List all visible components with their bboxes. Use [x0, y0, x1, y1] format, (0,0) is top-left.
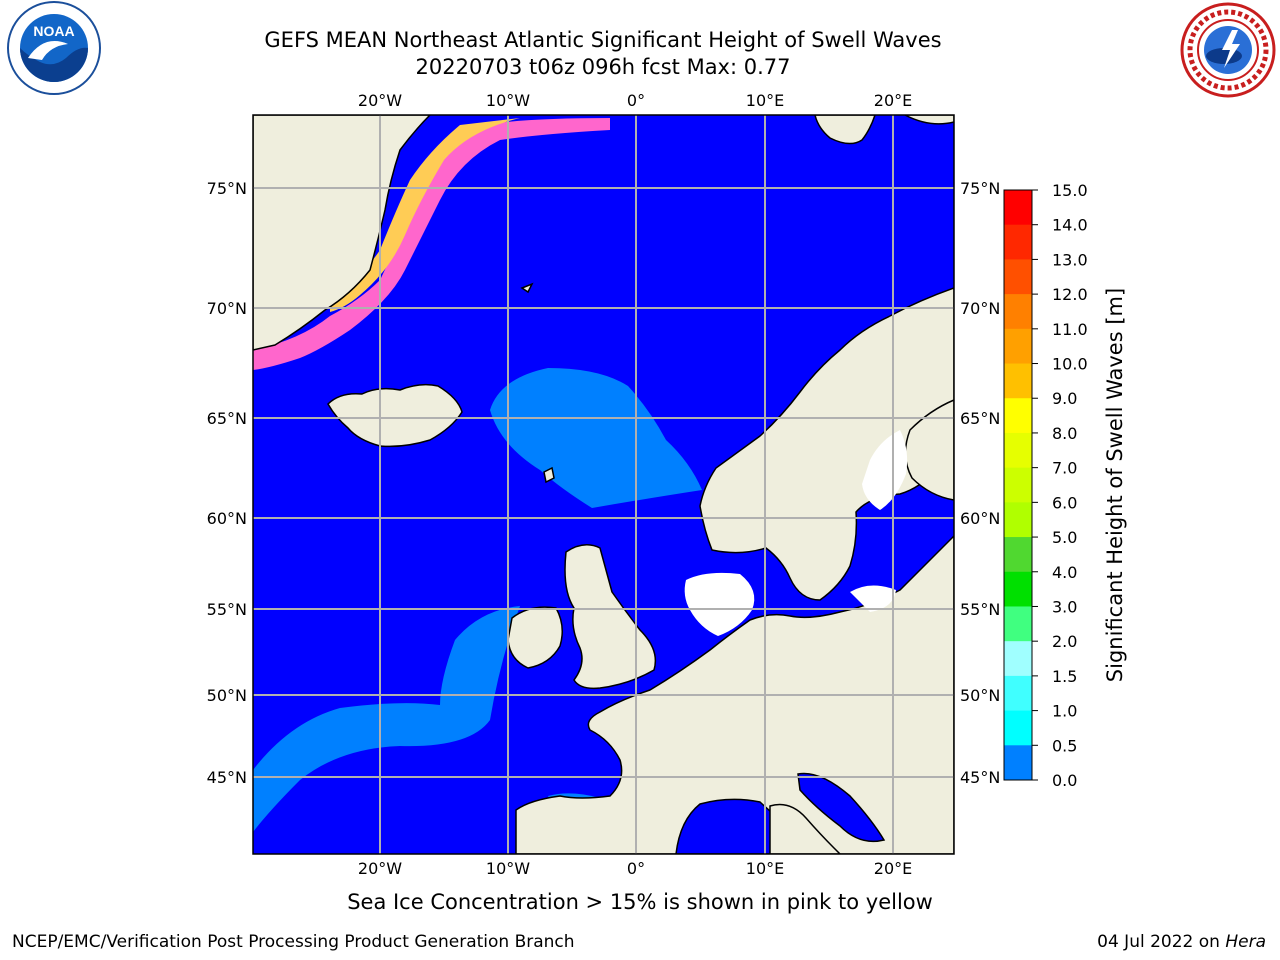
- colorbar-tick-label: 1.5: [1052, 667, 1077, 686]
- lat-label-left-70n: 70°N: [207, 299, 247, 318]
- lon-label-top-10e: 10°E: [746, 91, 784, 110]
- lat-label-left-60n: 60°N: [207, 509, 247, 528]
- colorbar-tick-label: 7.0: [1052, 459, 1077, 478]
- colorbar-box: [1004, 398, 1032, 434]
- footer-machine: Hera: [1225, 932, 1266, 952]
- lon-label-bottom-0: 0°: [627, 859, 645, 878]
- lat-label-right-75n: 75°N: [960, 179, 1000, 198]
- lat-label-left-50n: 50°N: [207, 686, 247, 705]
- noaa-logo-icon: NOAA: [7, 1, 101, 95]
- colorbar-box: [1004, 259, 1032, 295]
- map-frame: [252, 114, 955, 855]
- lat-label-right-65n: 65°N: [960, 409, 1000, 428]
- colorbar-tick-label: 8.0: [1052, 424, 1077, 443]
- footer-branch: NCEP/EMC/Verification Post Processing Pr…: [12, 932, 575, 952]
- lon-label-top-0: 0°: [627, 91, 645, 110]
- colorbar-box: [1004, 224, 1032, 260]
- jan-mayen-land: [520, 282, 534, 294]
- colorbar-tick-label: 1.0: [1052, 702, 1077, 721]
- colorbar-box: [1004, 641, 1032, 677]
- colorbar-tick-label: 14.0: [1052, 216, 1088, 235]
- great-britain-land: [564, 544, 657, 690]
- footer-date-text: 04 Jul 2022 on: [1097, 932, 1226, 952]
- svalbard-east-land: [904, 115, 954, 125]
- gulf-of-bothnia: [862, 430, 908, 510]
- lon-label-top-20e: 20°E: [874, 91, 912, 110]
- greenland-land: [253, 115, 432, 351]
- lon-label-top-10w: 10°W: [486, 91, 530, 110]
- lat-label-right-70n: 70°N: [960, 299, 1000, 318]
- colorbar-tick-label: 4.0: [1052, 563, 1077, 582]
- sea-ice-yellow: [330, 118, 520, 312]
- colorbar-tick-label: 5.0: [1052, 528, 1077, 547]
- colorbar-box: [1004, 537, 1032, 573]
- map-graticule: [253, 115, 954, 854]
- noaa-logo-text: NOAA: [33, 23, 74, 39]
- lon-label-top-20w: 20°W: [358, 91, 402, 110]
- colorbar-tick-label: 9.0: [1052, 389, 1077, 408]
- iceland-land: [327, 383, 463, 448]
- colorbar-frame: [1003, 189, 1033, 781]
- colorbar-box: [1004, 294, 1032, 330]
- colorbar-box: [1004, 328, 1032, 365]
- colorbar-box: [1004, 363, 1032, 399]
- lon-label-bottom-10w: 10°W: [486, 859, 530, 878]
- faroe-land: [543, 466, 555, 484]
- colorbar-tick-label: 11.0: [1052, 320, 1088, 339]
- colorbar-box: [1004, 571, 1032, 607]
- svalbard-land: [814, 115, 876, 145]
- colorbar-tick-label: 6.0: [1052, 493, 1077, 512]
- colorbar-tick-label: 10.0: [1052, 355, 1088, 374]
- lat-label-left-45n: 45°N: [207, 768, 247, 787]
- colorbar-tick-label: 0.5: [1052, 736, 1077, 755]
- swell-patch-southwest: [253, 606, 520, 832]
- forecast-info: 20220703 t06z 096h fcst Max: 0.77: [415, 55, 791, 79]
- colorbar-box: [1004, 432, 1032, 469]
- chart-title: GEFS MEAN Northeast Atlantic Significant…: [264, 28, 942, 52]
- colorbar-tick-label: 0.0: [1052, 771, 1077, 790]
- footer-date: 04 Jul 2022 on Hera: [1097, 932, 1266, 952]
- sea-ice-note: Sea Ice Concentration > 15% is shown in …: [347, 890, 933, 914]
- lat-label-left-75n: 75°N: [207, 179, 247, 198]
- lat-label-right-55n: 55°N: [960, 600, 1000, 619]
- lon-label-bottom-20e: 20°E: [874, 859, 912, 878]
- colorbar-box: [1004, 675, 1032, 712]
- colorbar-tick-label: 2.0: [1052, 632, 1077, 651]
- colorbar-label: Significant Height of Swell Waves [m]: [1103, 288, 1127, 682]
- lon-label-bottom-10e: 10°E: [746, 859, 784, 878]
- colorbar-box: [1004, 467, 1032, 503]
- colorbar-tick-label: 13.0: [1052, 250, 1088, 269]
- italy-land: [769, 803, 842, 854]
- colorbar-tick-label: 15.0: [1052, 181, 1088, 200]
- nws-logo-icon: [1180, 2, 1276, 98]
- colorbar-box: [1004, 502, 1032, 538]
- ireland-land: [507, 606, 563, 669]
- colorbar-box: [1004, 745, 1032, 781]
- colorbar-box: [1004, 190, 1032, 226]
- baltic-white: [850, 585, 896, 612]
- colorbar-tick-label: 3.0: [1052, 597, 1077, 616]
- lat-label-left-55n: 55°N: [207, 600, 247, 619]
- swell-patch-north: [490, 368, 702, 508]
- lat-label-right-60n: 60°N: [960, 509, 1000, 528]
- north-sea-white: [684, 572, 755, 636]
- lat-label-left-65n: 65°N: [207, 409, 247, 428]
- colorbar: 15.0 14.0 13.0 12.0 11.0 10.0 9.0 8.0 7.0 6.0 5.0 4…: [1003, 181, 1088, 790]
- lat-label-right-50n: 50°N: [960, 686, 1000, 705]
- lat-label-right-45n: 45°N: [960, 768, 1000, 787]
- colorbar-tick-label: 12.0: [1052, 285, 1088, 304]
- lon-label-bottom-20w: 20°W: [358, 859, 402, 878]
- colorbar-box: [1004, 606, 1032, 642]
- adriatic-sea: [797, 772, 886, 843]
- colorbar-box: [1004, 710, 1032, 746]
